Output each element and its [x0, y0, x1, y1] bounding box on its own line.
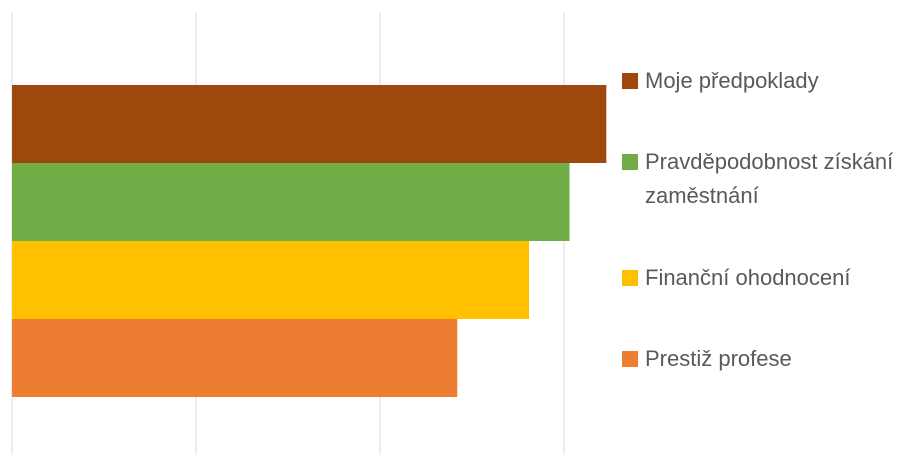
- bar: [12, 319, 458, 397]
- legend-label: Finanční ohodnocení: [645, 264, 851, 290]
- legend-swatch: [622, 154, 638, 171]
- bar: [12, 85, 607, 163]
- bar: [12, 241, 530, 319]
- legend-label: Prestiž profese: [645, 346, 792, 372]
- legend: Moje předpoklady Pravděpodobnost získání …: [622, 40, 920, 400]
- legend-swatch: [622, 72, 638, 89]
- bar: [12, 163, 570, 241]
- legend-swatch: [622, 351, 638, 368]
- legend-swatch: [622, 269, 638, 286]
- legend-label: Pravděpodobnost získání zaměstnání: [645, 149, 894, 209]
- legend-item: Moje předpoklady: [622, 64, 920, 98]
- legend-item: Prestiž profese: [622, 342, 920, 376]
- legend-label: Moje předpoklady: [645, 67, 819, 93]
- legend-item: Pravděpodobnost získání zaměstnání: [622, 145, 920, 213]
- legend-item: Finanční ohodnocení: [622, 261, 920, 295]
- plot: [11, 12, 607, 455]
